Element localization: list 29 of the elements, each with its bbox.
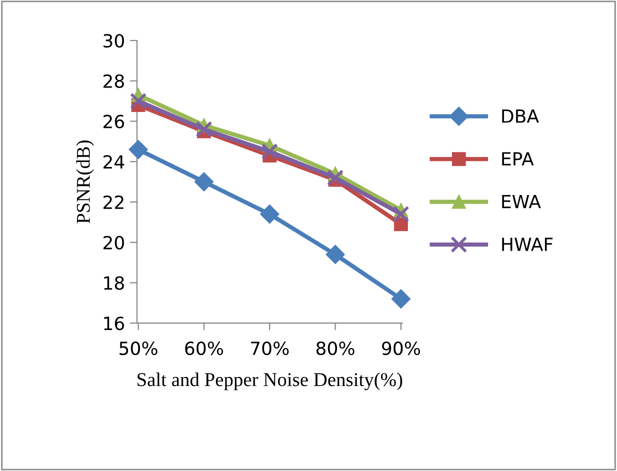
- y-tick-label: 20: [104, 236, 124, 250]
- point: [130, 92, 147, 110]
- x-axis-title: Salt and Pepper Noise Density(%): [138, 372, 402, 390]
- legend-label: EPA: [502, 152, 534, 166]
- y-axis-title: PSNR(dB): [76, 140, 94, 224]
- y-tick-label: 30: [104, 34, 124, 48]
- legend-label: DBA: [502, 109, 539, 123]
- y-tick-label: 16: [104, 316, 124, 330]
- y-tick-label: 18: [104, 276, 124, 290]
- y-tick-label: 24: [104, 155, 124, 168]
- x-tick-label: 90%: [382, 341, 420, 356]
- point: [392, 206, 410, 222]
- legend-label: HWAF: [502, 238, 553, 251]
- point: [326, 244, 345, 264]
- x-tick-label: 60%: [185, 341, 224, 356]
- y-tick-label: 28: [104, 74, 124, 88]
- x-tick-label: 70%: [251, 341, 289, 356]
- point: [196, 120, 212, 138]
- point: [326, 169, 344, 186]
- point: [194, 172, 214, 192]
- point: [391, 289, 411, 308]
- y-tick-label: 22: [104, 195, 124, 209]
- point: [128, 140, 148, 160]
- x-tick-label: 50%: [120, 341, 158, 356]
- point: [261, 143, 278, 160]
- point: [260, 204, 280, 224]
- legend-label: EWA: [502, 195, 541, 208]
- y-tick-label: 26: [104, 114, 124, 128]
- x-tick-label: 80%: [316, 341, 354, 356]
